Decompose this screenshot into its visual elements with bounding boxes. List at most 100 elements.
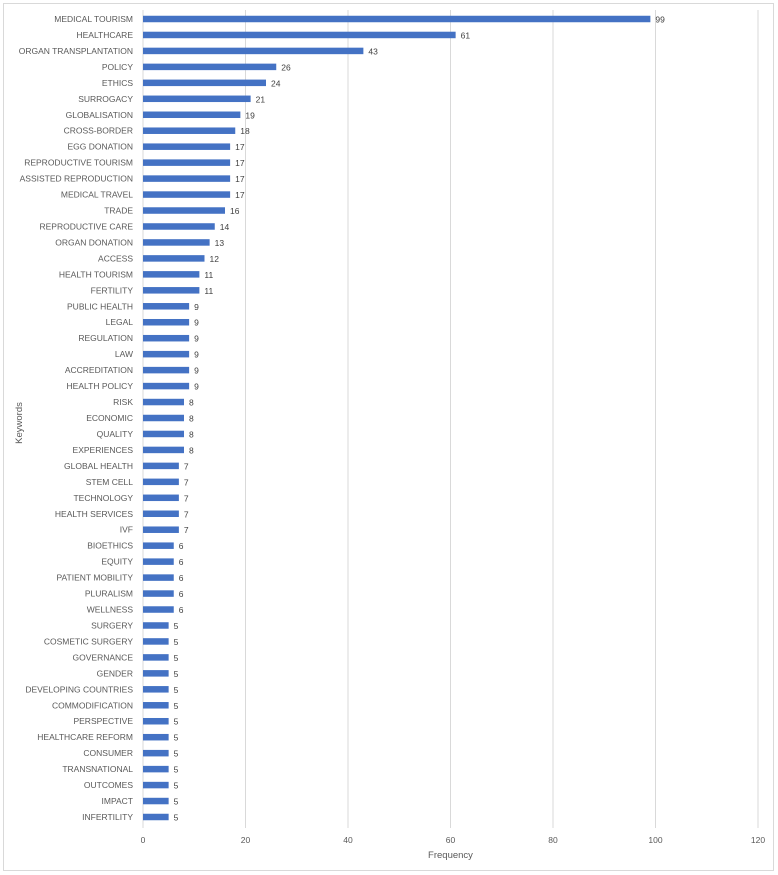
y-tick-label: HEALTH SERVICES (55, 509, 133, 519)
data-label: 12 (210, 254, 220, 264)
bar (143, 15, 651, 23)
data-label: 11 (204, 286, 213, 296)
y-tick-label: COMMODIFICATION (52, 700, 133, 710)
bar (143, 303, 190, 310)
data-label: 9 (194, 350, 199, 360)
bar (143, 510, 179, 518)
data-label: 19 (245, 110, 255, 120)
data-label: 13 (215, 238, 225, 248)
data-label: 8 (189, 398, 194, 408)
y-tick-label: MEDICAL TRAVEL (61, 190, 133, 200)
y-tick-label: FERTILITY (91, 285, 134, 295)
bar (143, 223, 215, 230)
bar (143, 638, 169, 645)
y-tick-label: REGULATION (78, 333, 133, 343)
y-tick-label: ASSISTED REPRODUCTION (20, 174, 133, 184)
y-tick-label: ETHICS (102, 78, 134, 88)
data-label: 7 (184, 461, 189, 471)
bar (143, 47, 364, 55)
bar (143, 255, 205, 262)
y-tick-label: IVF (120, 525, 133, 535)
y-tick-label: PLURALISM (85, 589, 133, 599)
x-tick-label: 20 (241, 835, 251, 845)
y-tick-label: HEALTHCARE (76, 30, 133, 40)
data-labels: 9961432624211918171717171614131211119999… (174, 15, 665, 823)
bar (143, 111, 241, 119)
y-tick-label: PUBLIC HEALTH (67, 301, 133, 311)
y-tick-label: INFERTILITY (82, 812, 133, 822)
y-tick-label: ACCESS (98, 253, 133, 263)
bars (143, 15, 651, 821)
bar (143, 702, 169, 709)
data-label: 16 (230, 206, 240, 216)
data-label: 21 (256, 94, 266, 104)
x-tick-label: 80 (548, 835, 558, 845)
bar (143, 813, 169, 821)
x-axis-tick-labels: 0 20 40 60 80 100 120 (141, 835, 766, 845)
y-tick-label: SURGERY (91, 620, 133, 630)
y-tick-label: DEVELOPING COUNTRIES (25, 684, 133, 694)
y-tick-label: LAW (115, 349, 133, 359)
data-label: 5 (174, 749, 179, 759)
bar (143, 398, 184, 406)
data-label: 9 (194, 318, 199, 328)
y-tick-label: STEM CELL (86, 477, 134, 487)
y-tick-label: TRANSNATIONAL (62, 764, 133, 774)
y-tick-label: TRADE (104, 206, 133, 216)
bar (143, 334, 190, 342)
y-tick-label: ACCREDITATION (65, 365, 133, 375)
data-label: 5 (174, 797, 179, 807)
data-label: 7 (184, 525, 189, 535)
bar (143, 207, 225, 214)
data-label: 7 (184, 493, 189, 503)
bar (143, 31, 456, 39)
bar (143, 430, 184, 438)
y-axis-title: Keywords (14, 402, 25, 444)
data-label: 8 (189, 445, 194, 455)
y-tick-label: QUALITY (97, 429, 134, 439)
data-label: 9 (194, 334, 199, 344)
y-tick-label: LEGAL (106, 317, 134, 327)
bar (143, 271, 200, 278)
y-tick-label: EGG DONATION (68, 142, 134, 152)
y-tick-label: POLICY (102, 62, 134, 72)
y-tick-label: HEALTH POLICY (67, 381, 134, 391)
y-tick-label: REPRODUCTIVE TOURISM (24, 158, 133, 168)
y-tick-label: OUTCOMES (84, 780, 133, 790)
bar (143, 670, 169, 677)
data-label: 5 (174, 685, 179, 695)
y-tick-label: SURROGACY (78, 94, 133, 104)
data-label: 6 (179, 557, 184, 567)
y-tick-label: REPRODUCTIVE CARE (39, 221, 133, 231)
bar (143, 558, 174, 565)
bar (143, 143, 231, 150)
y-tick-label: GENDER (97, 668, 133, 678)
data-label: 7 (184, 509, 189, 519)
data-label: 6 (179, 605, 184, 615)
data-label: 61 (461, 30, 471, 40)
data-label: 7 (184, 477, 189, 487)
data-label: 5 (174, 637, 179, 647)
bar (143, 622, 169, 629)
x-tick-label: 0 (141, 835, 146, 845)
data-label: 8 (189, 429, 194, 439)
data-label: 99 (655, 15, 665, 25)
y-tick-label: ECONOMIC (86, 413, 133, 423)
y-tick-label: HEALTH TOURISM (59, 269, 133, 279)
y-tick-label: MEDICAL TOURISM (54, 14, 133, 24)
bar (143, 366, 190, 374)
bar (143, 446, 184, 454)
bar (143, 239, 210, 246)
x-tick-label: 120 (751, 835, 765, 845)
data-label: 24 (271, 78, 281, 88)
data-label: 6 (179, 573, 184, 583)
chart-frame (3, 3, 774, 871)
data-label: 43 (368, 46, 378, 56)
data-label: 14 (220, 222, 230, 232)
bar (143, 526, 179, 533)
bar (143, 717, 169, 725)
y-tick-label: WELLNESS (87, 605, 134, 615)
bar (143, 733, 169, 741)
data-label: 6 (179, 589, 184, 599)
data-label: 17 (235, 142, 245, 152)
